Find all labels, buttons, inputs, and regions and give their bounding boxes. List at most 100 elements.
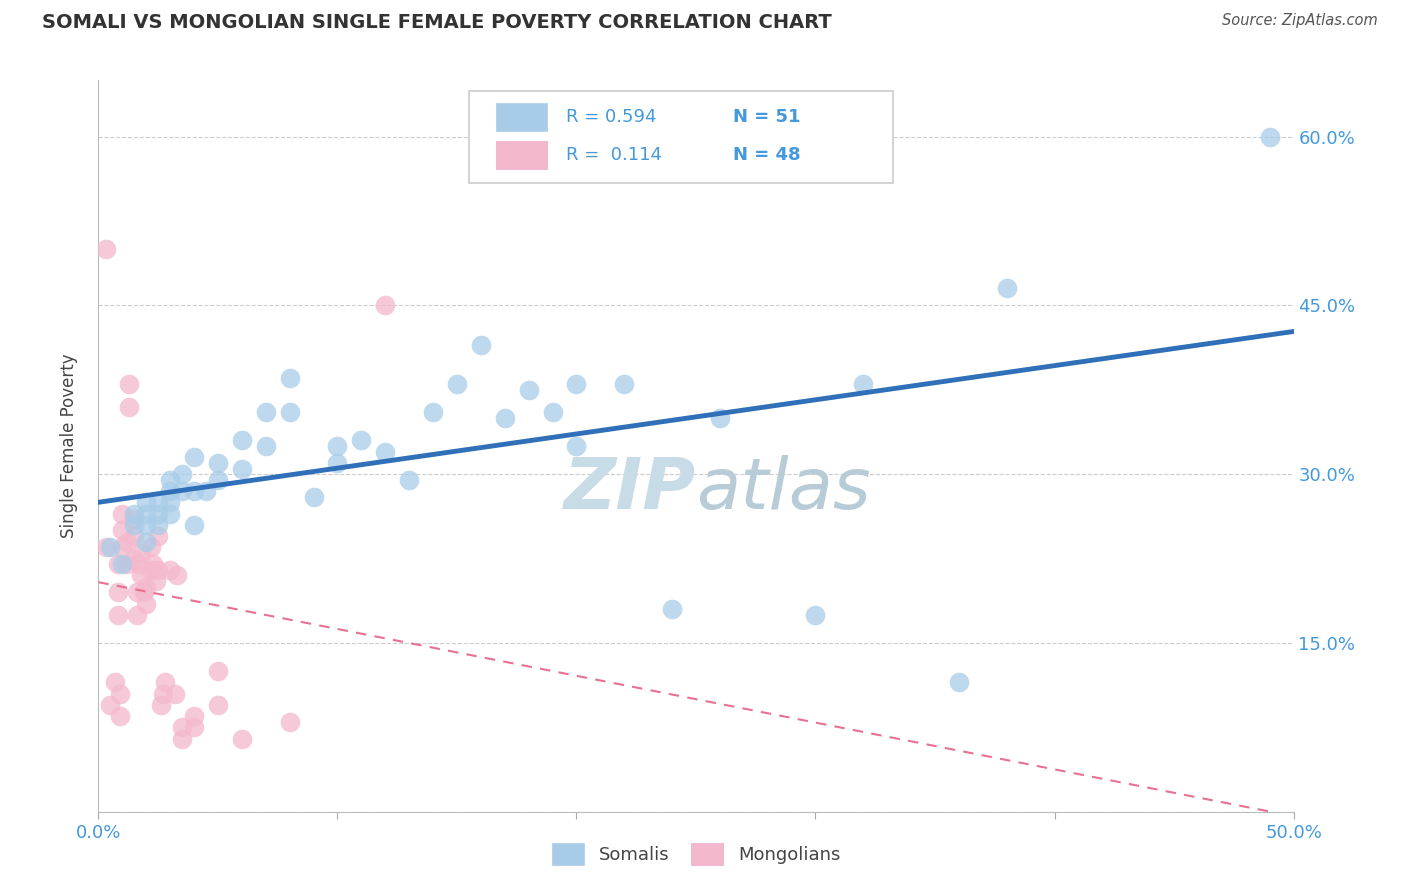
Point xyxy=(422,405,444,419)
Point xyxy=(148,517,170,532)
Point xyxy=(132,585,155,599)
Text: atlas: atlas xyxy=(696,456,870,524)
Point xyxy=(94,242,117,256)
Point xyxy=(207,473,229,487)
Point xyxy=(166,568,188,582)
Point xyxy=(159,563,181,577)
Point xyxy=(995,281,1018,295)
Point xyxy=(278,714,301,729)
Point xyxy=(183,720,205,734)
Point xyxy=(565,377,588,392)
FancyBboxPatch shape xyxy=(470,91,893,183)
Point xyxy=(118,400,141,414)
Point xyxy=(1258,129,1281,144)
Point xyxy=(139,541,162,555)
Text: R = 0.594: R = 0.594 xyxy=(565,108,657,126)
Point xyxy=(172,731,194,746)
Point xyxy=(350,434,373,448)
Point xyxy=(148,507,170,521)
Point xyxy=(254,405,277,419)
Text: Source: ZipAtlas.com: Source: ZipAtlas.com xyxy=(1222,13,1378,29)
Point xyxy=(148,495,170,509)
Point xyxy=(155,675,177,690)
Point xyxy=(124,551,146,566)
Text: N = 51: N = 51 xyxy=(733,108,800,126)
Point xyxy=(804,607,827,622)
Point xyxy=(124,512,146,526)
Point xyxy=(148,529,170,543)
Point xyxy=(207,698,229,712)
Point xyxy=(148,563,170,577)
Text: N = 48: N = 48 xyxy=(733,146,800,164)
Point xyxy=(374,298,396,312)
Point xyxy=(470,337,492,351)
Point xyxy=(98,698,122,712)
Text: ZIP: ZIP xyxy=(564,456,696,524)
Point xyxy=(446,377,468,392)
Point xyxy=(494,410,516,425)
Point xyxy=(194,483,218,498)
FancyBboxPatch shape xyxy=(496,103,547,131)
Point xyxy=(948,675,970,690)
FancyBboxPatch shape xyxy=(496,141,547,169)
Point xyxy=(852,377,875,392)
Point xyxy=(159,495,181,509)
Point xyxy=(124,507,146,521)
Point xyxy=(94,541,117,555)
Point xyxy=(135,517,157,532)
Point xyxy=(254,439,277,453)
Point xyxy=(135,495,157,509)
Point xyxy=(517,383,540,397)
Point xyxy=(145,574,167,588)
Point xyxy=(135,597,157,611)
Point xyxy=(124,517,146,532)
Point xyxy=(104,675,127,690)
Point xyxy=(111,541,134,555)
Point xyxy=(152,687,174,701)
Point xyxy=(118,377,141,392)
Point xyxy=(135,580,157,594)
Point xyxy=(172,720,194,734)
Point xyxy=(278,371,301,385)
Point xyxy=(565,439,588,453)
Point xyxy=(125,585,148,599)
Point xyxy=(207,664,229,678)
Point xyxy=(131,568,153,582)
Point xyxy=(111,557,134,571)
Point xyxy=(278,405,301,419)
Point xyxy=(115,534,138,549)
Point xyxy=(326,456,349,470)
Point xyxy=(374,444,396,458)
Text: SOMALI VS MONGOLIAN SINGLE FEMALE POVERTY CORRELATION CHART: SOMALI VS MONGOLIAN SINGLE FEMALE POVERT… xyxy=(42,13,832,32)
Point xyxy=(107,585,129,599)
Point xyxy=(139,563,162,577)
Point xyxy=(149,698,172,712)
Point xyxy=(128,557,150,571)
Point xyxy=(108,709,131,723)
Point xyxy=(183,483,205,498)
Point xyxy=(183,517,205,532)
Point xyxy=(98,541,122,555)
Point xyxy=(131,546,153,560)
Point xyxy=(107,607,129,622)
Point xyxy=(709,410,731,425)
Point xyxy=(111,507,134,521)
Point xyxy=(613,377,636,392)
Point xyxy=(163,687,186,701)
Point xyxy=(207,456,229,470)
Point xyxy=(231,461,253,475)
Point xyxy=(108,687,131,701)
Point xyxy=(231,731,253,746)
Point xyxy=(159,507,181,521)
Point xyxy=(183,709,205,723)
Point xyxy=(231,434,253,448)
Point xyxy=(107,557,129,571)
Point xyxy=(125,607,148,622)
Point xyxy=(159,473,181,487)
Point xyxy=(142,557,165,571)
Point xyxy=(115,557,138,571)
Point xyxy=(302,490,325,504)
Point xyxy=(135,507,157,521)
Point xyxy=(183,450,205,465)
Point xyxy=(172,483,194,498)
